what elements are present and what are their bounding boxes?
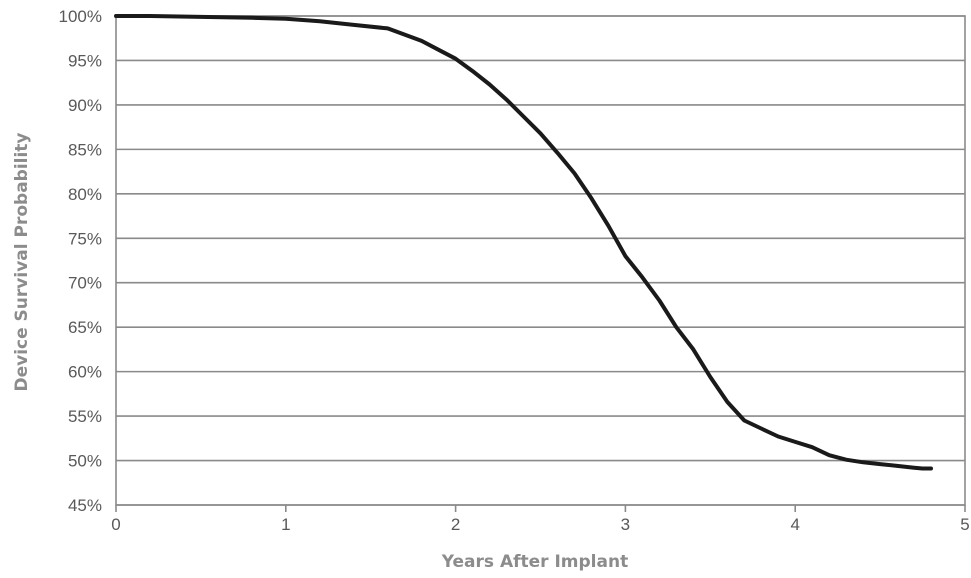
- y-tick-label: 70%: [68, 274, 102, 293]
- x-tick-label: 2: [451, 515, 460, 534]
- x-axis-title: Years After Implant: [441, 552, 628, 572]
- x-tick-label: 0: [111, 515, 120, 534]
- x-tick-label: 3: [621, 515, 630, 534]
- y-tick-label: 85%: [68, 140, 102, 159]
- y-tick-label: 75%: [68, 229, 102, 248]
- y-tick-label: 50%: [68, 452, 102, 471]
- y-tick-labels: 45% 50% 55% 60% 65% 70% 75% 80% 85% 90% 95% 100%: [59, 7, 102, 515]
- gridlines: [116, 15, 965, 506]
- y-tick-label: 45%: [68, 496, 102, 515]
- y-axis-title: Device Survival Probability: [12, 132, 32, 391]
- y-tick-label: 80%: [68, 185, 102, 204]
- plot-frame: [115, 15, 966, 506]
- y-tick-label: 90%: [68, 96, 102, 115]
- survival-curve: [114, 14, 933, 471]
- y-tick-label: 100%: [59, 7, 102, 26]
- x-tick-label: 5: [960, 515, 969, 534]
- y-tick-label: 95%: [68, 51, 102, 70]
- y-tick-label: 65%: [68, 318, 102, 337]
- x-tick-label: 1: [281, 515, 290, 534]
- y-tick-label: 55%: [68, 407, 102, 426]
- x-tick-label: 4: [790, 515, 799, 534]
- series-lines: [114, 14, 933, 471]
- y-tick-label: 60%: [68, 363, 102, 382]
- x-tick-labels: 0 1 2 3 4 5: [111, 505, 970, 534]
